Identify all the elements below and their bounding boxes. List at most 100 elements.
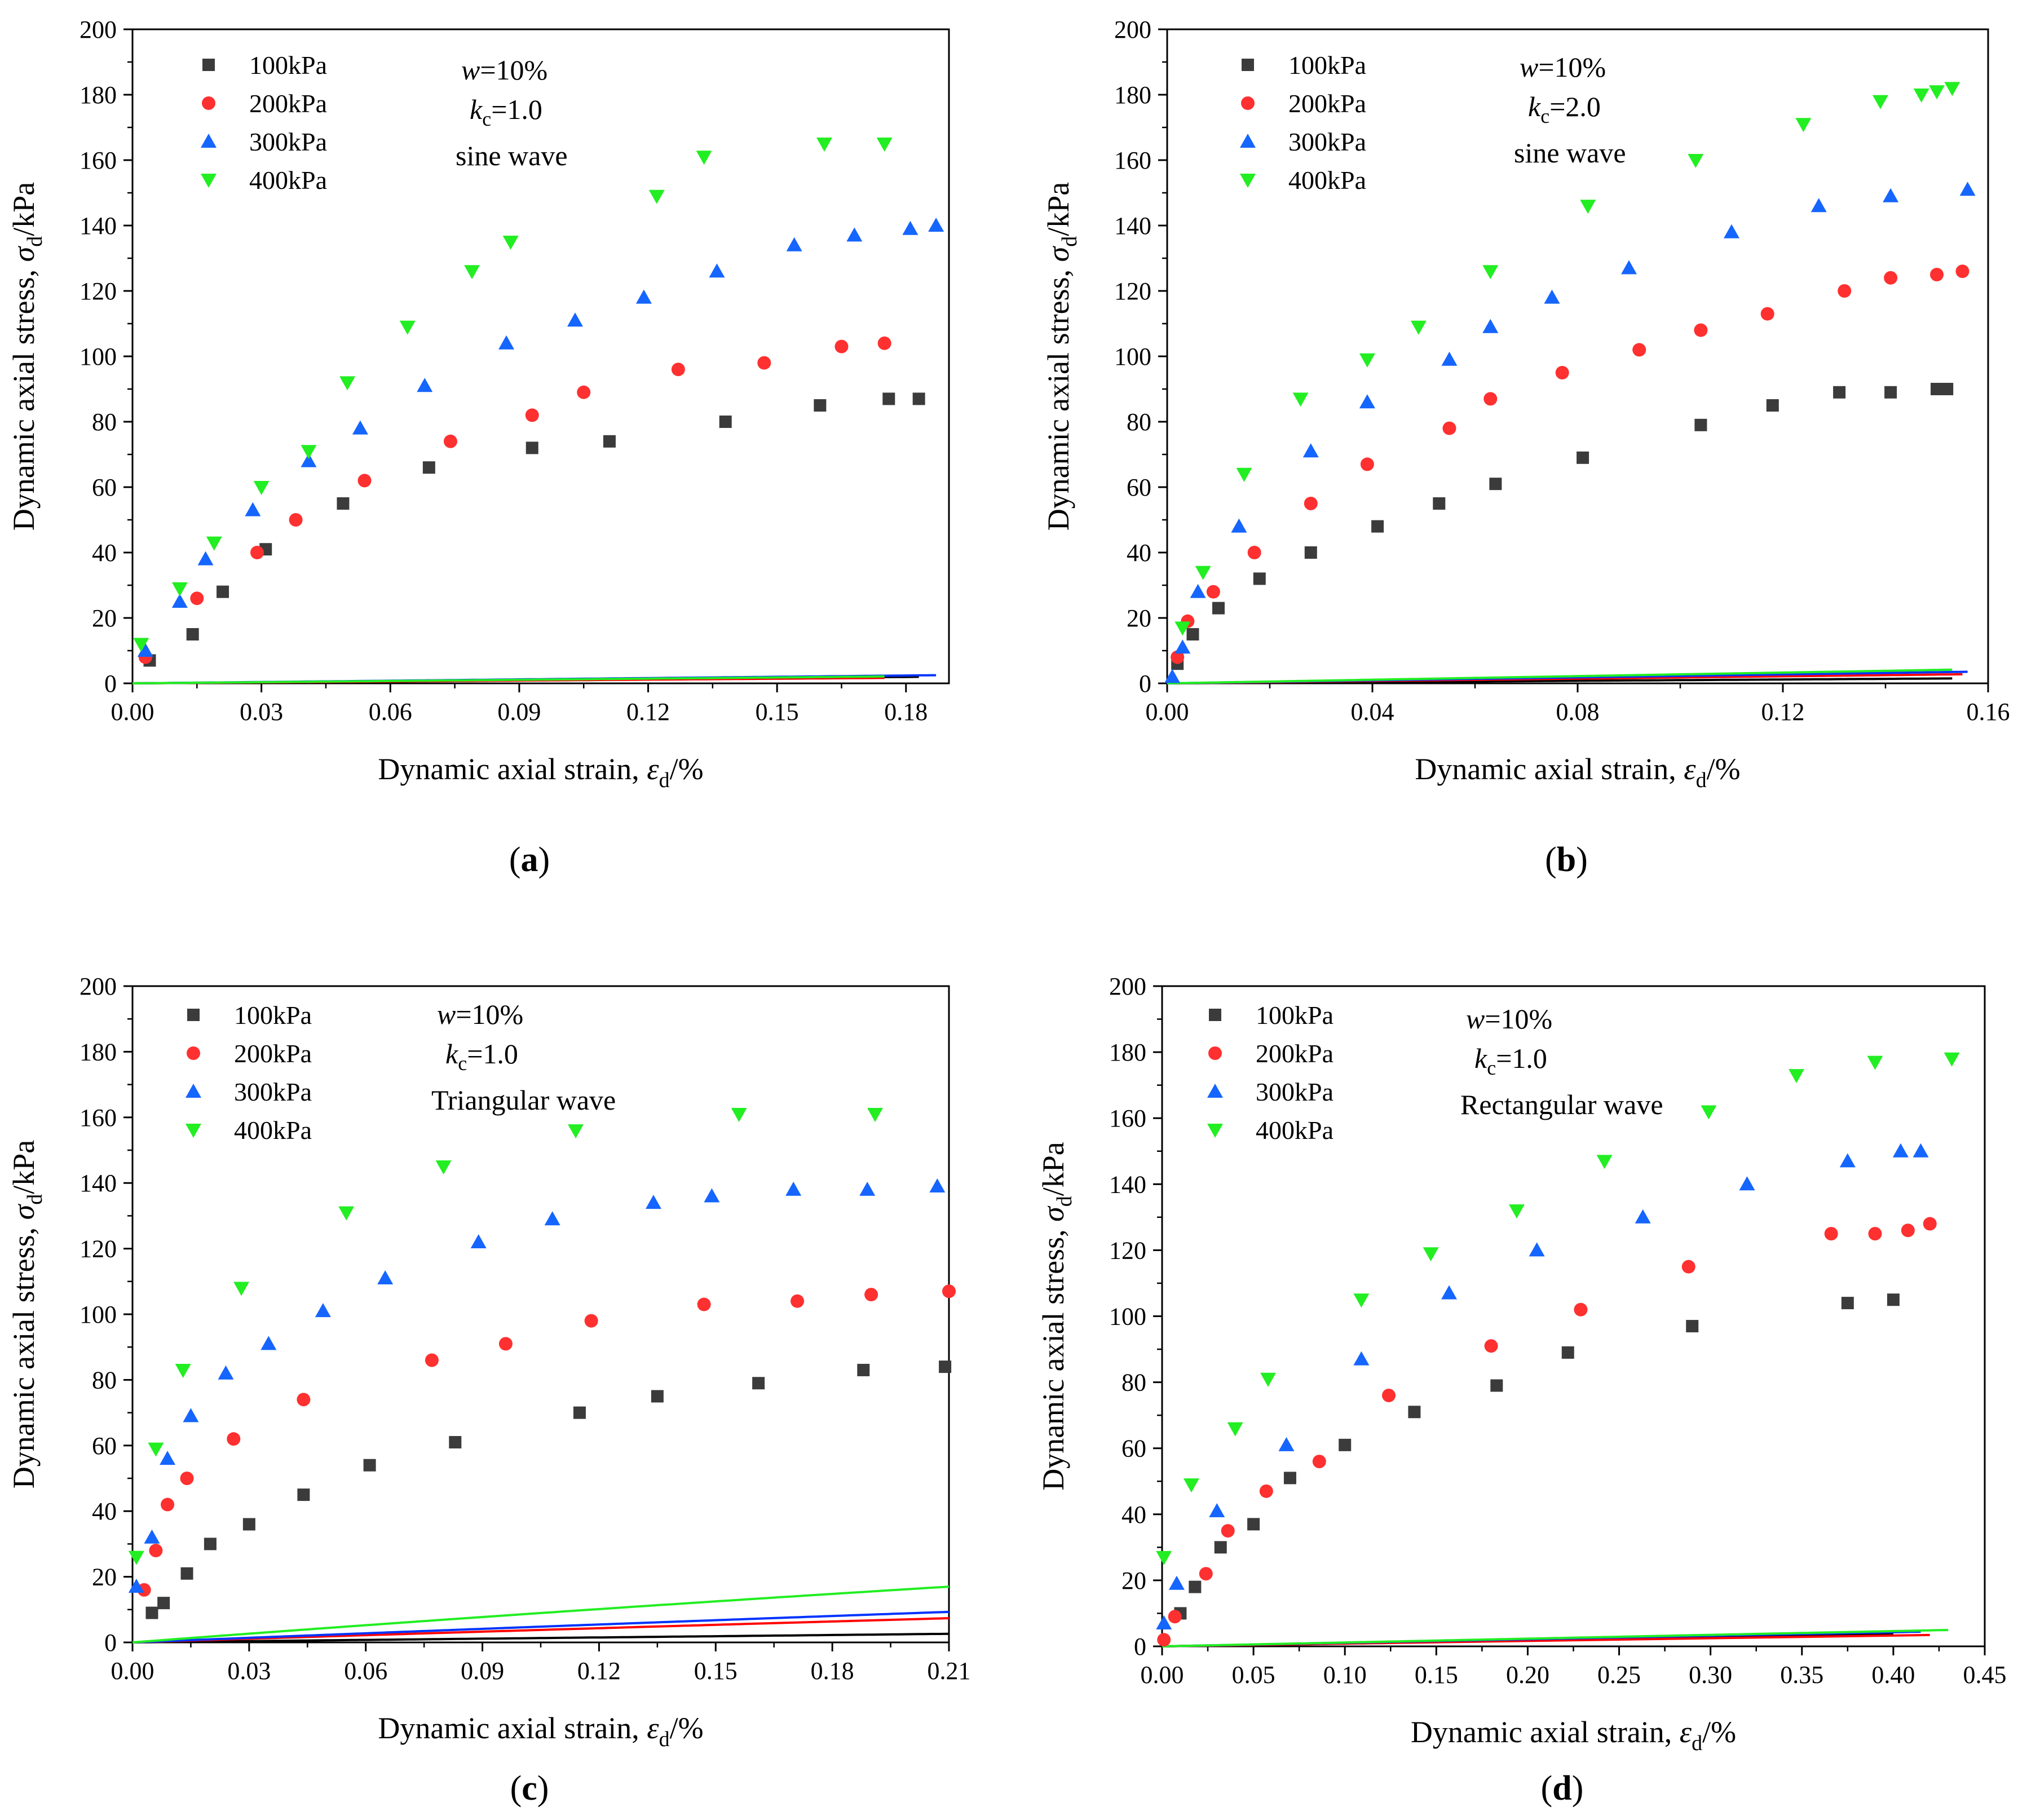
y-axis-label: Dynamic axial stress, σd/kPa xyxy=(1041,182,1081,531)
annotation-kc: kc=1.0 xyxy=(445,1038,518,1075)
y-tick-label: 160 xyxy=(1114,147,1151,174)
point-200kPa xyxy=(227,1432,241,1446)
y-tick-label: 20 xyxy=(1127,604,1151,632)
x-axis-label: Dynamic axial strain, εd/% xyxy=(1415,752,1740,792)
legend-marker-200kPa xyxy=(202,96,215,110)
y-tick-label: 40 xyxy=(1121,1501,1146,1529)
x-tick-label: 0.00 xyxy=(111,1657,154,1685)
y-tick-label: 100 xyxy=(1109,1303,1146,1331)
point-400kPa xyxy=(399,320,416,335)
point-200kPa xyxy=(357,474,372,488)
x-tick-label: 0.00 xyxy=(1146,698,1189,726)
point-400kPa xyxy=(1423,1247,1439,1262)
point-200kPa xyxy=(190,591,204,606)
point-300kPa xyxy=(635,289,652,304)
point-200kPa xyxy=(1171,650,1185,664)
y-tick-label: 120 xyxy=(1109,1236,1146,1264)
y-tick-label: 20 xyxy=(1121,1567,1146,1594)
y-tick-label: 80 xyxy=(92,1366,117,1394)
point-200kPa xyxy=(525,408,539,422)
point-100kPa xyxy=(1577,451,1589,464)
chart-panel-c: 0 20 40 60 80 100 120 140 160 180 200 0.00 0.03 0.06 0… xyxy=(7,973,971,1751)
y-tick-label: 140 xyxy=(80,212,117,240)
x-tick-label: 0.40 xyxy=(1871,1661,1915,1689)
legend-label-200kPa: 200kPa xyxy=(1256,1039,1333,1068)
x-tick-label: 0.03 xyxy=(227,1657,271,1685)
point-200kPa xyxy=(1221,1524,1235,1538)
point-200kPa xyxy=(1199,1567,1213,1581)
point-100kPa xyxy=(603,435,616,448)
point-300kPa xyxy=(1174,639,1191,654)
point-100kPa xyxy=(1686,1320,1699,1333)
point-300kPa xyxy=(1168,1575,1185,1590)
point-300kPa xyxy=(1883,188,1899,202)
point-400kPa xyxy=(1236,467,1252,482)
chart-panel-b: 0 20 40 60 80 100 120 140 160 180 200 0.00 0.04 0.08 0… xyxy=(1041,16,2010,792)
point-100kPa xyxy=(1931,383,1943,395)
point-300kPa xyxy=(1441,1285,1458,1300)
x-tick-label: 0.18 xyxy=(884,698,928,726)
point-300kPa xyxy=(218,1365,234,1380)
point-100kPa xyxy=(1489,478,1502,491)
legend-marker-300kPa xyxy=(201,134,217,148)
y-tick-label: 200 xyxy=(1109,973,1146,1000)
legend-label-300kPa: 300kPa xyxy=(1288,127,1366,156)
x-tick-label: 0.12 xyxy=(626,698,670,726)
y-tick-label: 100 xyxy=(80,1301,117,1328)
point-300kPa xyxy=(1190,584,1206,598)
point-100kPa xyxy=(1694,418,1707,431)
x-tick-label: 0.00 xyxy=(1141,1661,1184,1689)
point-300kPa xyxy=(1156,1615,1172,1630)
point-100kPa xyxy=(814,399,827,412)
point-200kPa xyxy=(1442,421,1456,435)
y-tick-label: 40 xyxy=(1127,539,1151,567)
annotation-kc: kc=1.0 xyxy=(1474,1042,1547,1079)
x-tick-label: 0.21 xyxy=(928,1657,971,1685)
point-300kPa xyxy=(315,1303,331,1318)
legend-marker-400kPa xyxy=(1240,174,1256,188)
point-100kPa xyxy=(145,1606,158,1619)
point-100kPa xyxy=(1247,1518,1260,1531)
point-300kPa xyxy=(1231,518,1247,533)
point-300kPa xyxy=(1482,319,1499,333)
y-tick-label: 40 xyxy=(92,539,117,567)
point-400kPa xyxy=(464,265,480,280)
point-100kPa xyxy=(1433,497,1446,510)
y-tick-label: 20 xyxy=(92,1563,117,1591)
point-100kPa xyxy=(1371,520,1384,533)
y-tick-label: 100 xyxy=(1114,343,1151,370)
legend-label-100kPa: 100kPa xyxy=(249,51,327,79)
legend-marker-400kPa xyxy=(186,1124,201,1138)
x-tick-label: 0.15 xyxy=(756,698,799,726)
point-400kPa xyxy=(1174,621,1191,636)
x-tick-label: 0.18 xyxy=(811,1657,854,1685)
point-200kPa xyxy=(1484,1339,1498,1353)
point-400kPa xyxy=(233,1282,250,1296)
legend-label-100kPa: 100kPa xyxy=(234,1001,312,1030)
point-400kPa xyxy=(435,1160,452,1175)
point-400kPa xyxy=(696,151,712,165)
point-400kPa xyxy=(1872,95,1888,109)
point-400kPa xyxy=(175,1363,191,1378)
point-300kPa xyxy=(1164,669,1181,683)
x-tick-label: 0.12 xyxy=(1761,698,1805,726)
legend-marker-300kPa xyxy=(186,1084,201,1098)
x-tick-label: 0.04 xyxy=(1351,698,1394,726)
point-100kPa xyxy=(752,1377,765,1390)
legend-marker-400kPa xyxy=(201,174,217,188)
point-100kPa xyxy=(526,441,538,454)
point-100kPa xyxy=(651,1390,664,1403)
point-200kPa xyxy=(161,1497,175,1512)
point-200kPa xyxy=(584,1314,598,1328)
point-300kPa xyxy=(1302,443,1319,458)
legend: 100kPa 200kPa 300kPa 400kPa xyxy=(201,51,327,195)
legend-label-200kPa: 200kPa xyxy=(249,89,327,118)
legend-label-400kPa: 400kPa xyxy=(1288,166,1366,195)
y-tick-label: 160 xyxy=(80,147,117,174)
point-400kPa xyxy=(1359,353,1375,368)
x-tick-label: 0.05 xyxy=(1232,1661,1275,1689)
point-100kPa xyxy=(449,1435,462,1448)
x-tick-label: 0.30 xyxy=(1689,1661,1732,1689)
point-400kPa xyxy=(1482,265,1499,280)
x-tick-label: 0.10 xyxy=(1323,1661,1367,1689)
